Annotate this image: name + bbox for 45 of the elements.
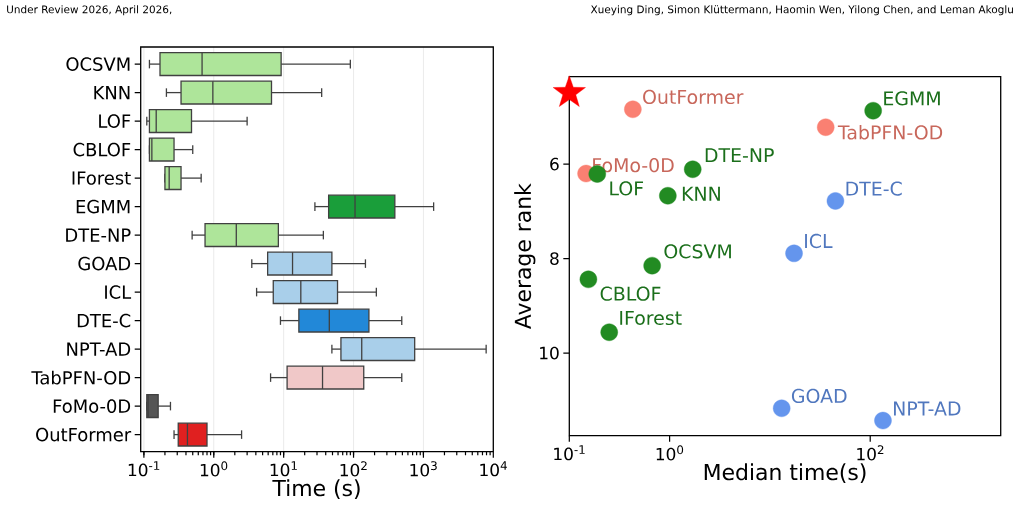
y-tick-label: FoMo-0D (53, 399, 131, 413)
x-tick-label: 10$^{2}$ (857, 445, 884, 461)
data-label: IForest (620, 310, 682, 326)
y-tick-label: OutFormer (36, 427, 132, 442)
data-label: EGMM (884, 91, 940, 106)
x-tick-label: 10$^{-1}$ (128, 461, 160, 477)
y-tick-label: TabPFN-OD (31, 370, 131, 385)
x-tick-label: 10$^{3}$ (410, 461, 437, 477)
y-tick-label: GOAD (78, 256, 131, 271)
data-label: CBLOF (600, 286, 661, 301)
y-tick-label: KNN (94, 86, 130, 100)
x-tick-label: 10$^{4}$ (480, 461, 507, 477)
y-tick-label: NPT-AD (67, 342, 131, 356)
text: Under Review 2026, April 2026, (7, 5, 172, 16)
data-label: OCSVM (664, 244, 731, 259)
y-tick-label: IForest (72, 171, 131, 185)
y-tick-label: LOF (99, 114, 131, 128)
y-tick-label: OCSVM (66, 57, 130, 71)
x-tick-label: 10$^{0}$ (656, 445, 684, 461)
x-tick-label: 10$^{1}$ (270, 461, 297, 477)
y-tick-label: 8 (550, 252, 559, 265)
data-label: NPT-AD (894, 401, 961, 416)
text: Xueying Ding, Simon Klüttermann, Haomin Wen, Yilong Chen, and Leman Akoglu (590, 5, 1013, 16)
data-label: OutFormer (643, 89, 744, 105)
data-label: DTE-C (846, 181, 902, 196)
x-tick-label: 10$^{-1}$ (554, 445, 585, 461)
y-tick-label: ICL (105, 285, 132, 299)
x-axis-title: Median time(s) (704, 463, 866, 483)
data-label: TabPFN-OD (837, 124, 943, 140)
x-tick-label: 10$^{2}$ (340, 461, 367, 477)
y-tick-label: 6 (550, 157, 559, 171)
data-label: KNN (682, 186, 720, 201)
y-tick-label: EGMM (76, 199, 130, 214)
data-label: FoMo-0D (593, 158, 674, 173)
y-tick-label: 10 (540, 346, 559, 360)
x-axis-title: Time (s) (272, 479, 360, 499)
y-axis-title: Average rank (514, 183, 536, 330)
x-tick-label: 10$^{0}$ (200, 461, 228, 477)
y-tick-label: DTE-C (77, 313, 131, 328)
data-label: DTE-NP (705, 148, 774, 163)
data-label: GOAD (791, 388, 847, 404)
data-label: ICL (805, 233, 833, 249)
data-label: LOF (610, 181, 644, 196)
y-tick-label: CBLOF (73, 142, 131, 157)
y-tick-label: DTE-NP (66, 228, 131, 242)
